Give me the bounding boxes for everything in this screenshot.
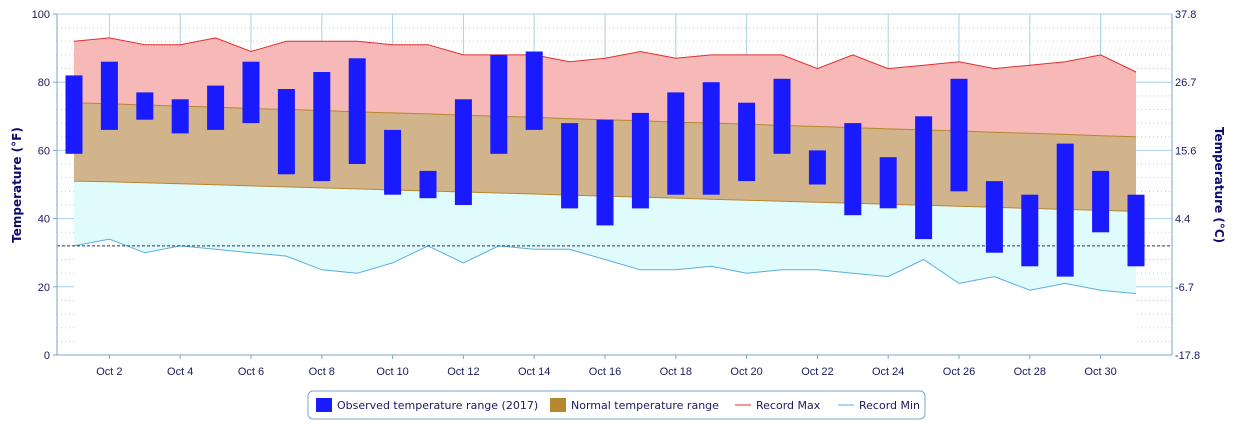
observed-bar: [915, 116, 933, 240]
observed-bar: [985, 181, 1003, 253]
y-right-tick-label: 37.8: [1175, 9, 1196, 21]
x-tick-label: Oct 4: [167, 366, 193, 378]
x-tick-label: Oct 10: [376, 366, 408, 378]
x-tick-labels: Oct 2 Oct 4 Oct 6 Oct 8 Oct 10 Oct 12 Oct 14 Oc…: [96, 355, 1117, 378]
observed-bar: [207, 85, 225, 130]
below-record-min-mask: [74, 239, 1136, 355]
y-axis-title-left: Temperature (°F): [10, 127, 24, 243]
y-right-tick-label: 26.7: [1175, 77, 1196, 89]
x-tick-label: Oct 18: [660, 366, 692, 378]
observed-bar: [667, 92, 685, 195]
legend: Observed temperature range (2017) Normal…: [307, 390, 926, 420]
x-tick-label: Oct 14: [518, 366, 550, 378]
x-tick-label: Oct 22: [801, 366, 833, 378]
observed-bar: [1092, 170, 1110, 233]
record-min-line: [73, 238, 1137, 295]
x-tick-label: Oct 28: [1014, 366, 1046, 378]
observed-bar: [879, 157, 897, 209]
y-right-tick-label: -6.7: [1175, 282, 1194, 294]
y-right-tick-label: 15.6: [1175, 145, 1196, 157]
observed-bar: [348, 58, 366, 164]
legend-swatch-normal[interactable]: [550, 398, 566, 412]
y-tick-label: 0: [44, 350, 50, 362]
y-axis-title-right: Temperature (°C): [1212, 127, 1226, 243]
observed-bar: [419, 170, 437, 199]
y-right-tick-label: -17.8: [1175, 350, 1200, 362]
y-tick-label: 40: [38, 214, 50, 226]
axes: [56, 14, 1173, 356]
observed-bar: [596, 119, 614, 226]
y-right-tick-labels: -17.8 -6.7 4.4 15.6 26.7 37.8: [1175, 9, 1200, 362]
legend-box: [307, 390, 926, 420]
observed-bar: [950, 78, 968, 192]
x-tick-label: Oct 20: [730, 366, 762, 378]
record-max-line: [73, 37, 1137, 73]
observed-bar: [65, 75, 83, 154]
x-tick-label: Oct 16: [589, 366, 621, 378]
observed-bar: [100, 61, 118, 130]
observed-bar: [490, 54, 508, 154]
legend-label-record-max[interactable]: Record Max: [756, 399, 821, 412]
observed-bar: [1056, 143, 1074, 277]
x-tick-label: Oct 30: [1084, 366, 1116, 378]
x-tick-label: Oct 12: [447, 366, 479, 378]
observed-bars: [65, 51, 1145, 277]
observed-bar: [631, 112, 649, 209]
observed-bar: [454, 99, 472, 205]
observed-bar: [525, 51, 543, 130]
x-tick-label: Oct 8: [309, 366, 335, 378]
y-tick-label: 20: [38, 282, 50, 294]
y-tick-label: 60: [38, 145, 50, 157]
x-tick-label: Oct 6: [238, 366, 264, 378]
legend-label-record-min[interactable]: Record Min: [859, 399, 920, 412]
observed-bar: [171, 99, 189, 134]
observed-bar: [702, 82, 720, 195]
observed-bar: [1021, 194, 1039, 267]
x-tick-label: Oct 2: [96, 366, 122, 378]
legend-label-normal[interactable]: Normal temperature range: [571, 399, 719, 412]
observed-bar: [384, 129, 402, 195]
y-tick-label: 80: [38, 77, 50, 89]
observed-bar: [808, 150, 826, 185]
observed-bar: [242, 61, 260, 124]
x-tick-label: Oct 26: [943, 366, 975, 378]
x-tick-label: Oct 24: [872, 366, 904, 378]
record-min-area: [74, 181, 1136, 294]
observed-bar: [136, 92, 154, 120]
y-left-tick-labels: 0 20 40 60 80 100: [32, 9, 57, 362]
observed-bar: [738, 102, 756, 182]
y-right-tick-label: 4.4: [1175, 214, 1190, 226]
observed-bar: [844, 123, 862, 216]
legend-label-observed[interactable]: Observed temperature range (2017): [337, 399, 538, 412]
legend-swatch-observed[interactable]: [316, 398, 332, 412]
y-tick-label: 100: [32, 9, 50, 21]
observed-bar: [561, 123, 579, 209]
observed-bar: [1127, 194, 1145, 267]
observed-bar: [313, 72, 331, 182]
observed-bar: [277, 89, 295, 175]
observed-bar: [773, 78, 791, 154]
